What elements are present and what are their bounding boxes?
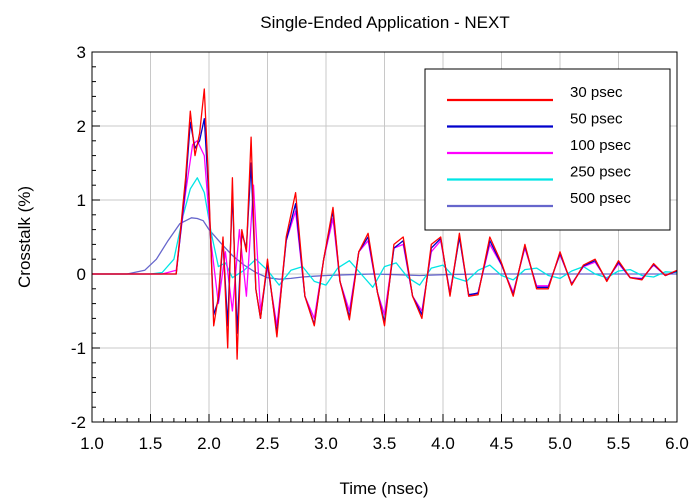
legend: 30 psec 50 psec 100 psec 250 psec 500 psec bbox=[424, 68, 671, 231]
chart-title: Single-Ended Application - NEXT bbox=[260, 13, 509, 32]
x-tick-label: 2.0 bbox=[197, 434, 221, 453]
x-tick-label: 1.5 bbox=[139, 434, 163, 453]
x-tick-label: 3.5 bbox=[373, 434, 397, 453]
legend-label: 500 psec bbox=[570, 190, 631, 207]
x-axis-label: Time (nsec) bbox=[339, 479, 428, 498]
y-tick-label: -1 bbox=[71, 339, 86, 358]
y-tick-label: 1 bbox=[77, 191, 86, 210]
y-tick-label: 0 bbox=[77, 265, 86, 284]
x-tick-label: 4.5 bbox=[490, 434, 514, 453]
series-lines bbox=[92, 88, 678, 360]
legend-box bbox=[424, 68, 671, 231]
legend-label: 100 psec bbox=[570, 137, 631, 154]
y-axis-label: Crosstalk (%) bbox=[15, 186, 34, 288]
y-tick-label: 3 bbox=[77, 43, 86, 62]
x-tick-label: 5.5 bbox=[607, 434, 631, 453]
y-tick-label: -2 bbox=[71, 413, 86, 432]
y-tick-labels: -2 -1 0 1 2 3 bbox=[71, 43, 86, 432]
x-tick-label: 3.0 bbox=[314, 434, 338, 453]
x-tick-label: 4.0 bbox=[431, 434, 455, 453]
x-tick-labels: 1.0 1.5 2.0 2.5 3.0 3.5 4.0 4.5 5.0 5.5 6.0 bbox=[80, 434, 689, 453]
x-tick-label: 1.0 bbox=[80, 434, 104, 453]
x-tick-label: 5.0 bbox=[548, 434, 572, 453]
y-tick-label: 2 bbox=[77, 117, 86, 136]
x-tick-label: 2.5 bbox=[256, 434, 280, 453]
plot-frame bbox=[91, 51, 678, 423]
series-line bbox=[92, 88, 678, 360]
legend-label: 50 psec bbox=[570, 111, 623, 128]
legend-label: 30 psec bbox=[570, 84, 623, 101]
legend-label: 250 psec bbox=[570, 164, 631, 181]
x-tick-label: 6.0 bbox=[665, 434, 689, 453]
